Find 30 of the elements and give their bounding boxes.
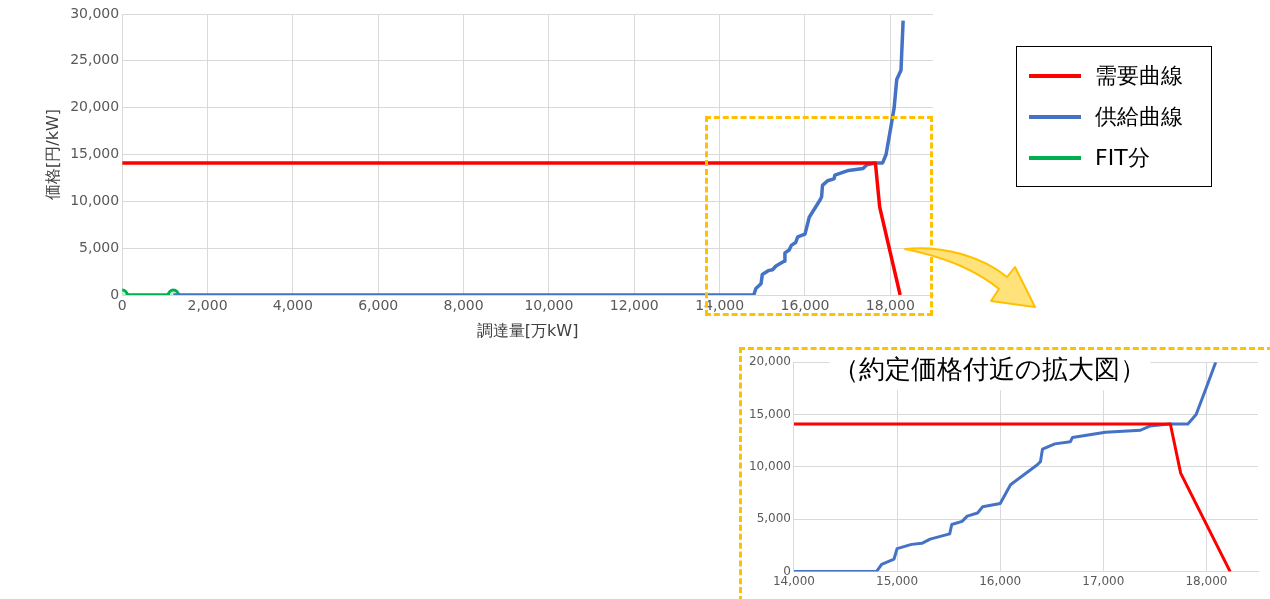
x-tick-label: 2,000 (187, 297, 228, 314)
x-tick-label: 12,000 (609, 297, 659, 314)
x-tick-label: 14,000 (772, 573, 815, 588)
y-tick-label: 20,000 (748, 354, 791, 369)
x-tick-label: 16,000 (979, 573, 1022, 588)
x-tick-label: 16,000 (780, 297, 830, 314)
y-tick-label: 0 (110, 285, 120, 302)
x-tick-label: 18,000 (1185, 573, 1228, 588)
y-tick-label: 15,000 (748, 406, 791, 421)
legend-label: FIT分 (1095, 143, 1150, 172)
y-tick-label: 20,000 (70, 98, 120, 115)
chart-title: （約定価格付近の拡大図） (833, 353, 1147, 384)
y-tick-label: 5,000 (79, 238, 120, 255)
y-tick-label: 25,000 (70, 51, 120, 68)
y-axis-title: 価格[円/kW] (42, 109, 62, 200)
legend-label: 供給曲線 (1095, 102, 1183, 131)
y-tick-label: 10,000 (748, 459, 791, 474)
x-tick-label: 17,000 (1082, 573, 1125, 588)
y-tick-label: 5,000 (756, 511, 791, 526)
x-tick-label: 8,000 (443, 297, 484, 314)
x-tick-label: 18,000 (865, 297, 915, 314)
x-tick-label: 15,000 (876, 573, 919, 588)
y-tick-label: 30,000 (70, 4, 120, 21)
x-tick-label: 4,000 (272, 297, 313, 314)
y-tick-label: 15,000 (70, 145, 120, 162)
legend-label: 需要曲線 (1095, 61, 1183, 90)
x-tick-label: 10,000 (524, 297, 574, 314)
x-tick-label: 6,000 (358, 297, 399, 314)
x-axis-title: 調達量[万kW] (476, 320, 579, 340)
y-tick-label: 10,000 (70, 191, 120, 208)
